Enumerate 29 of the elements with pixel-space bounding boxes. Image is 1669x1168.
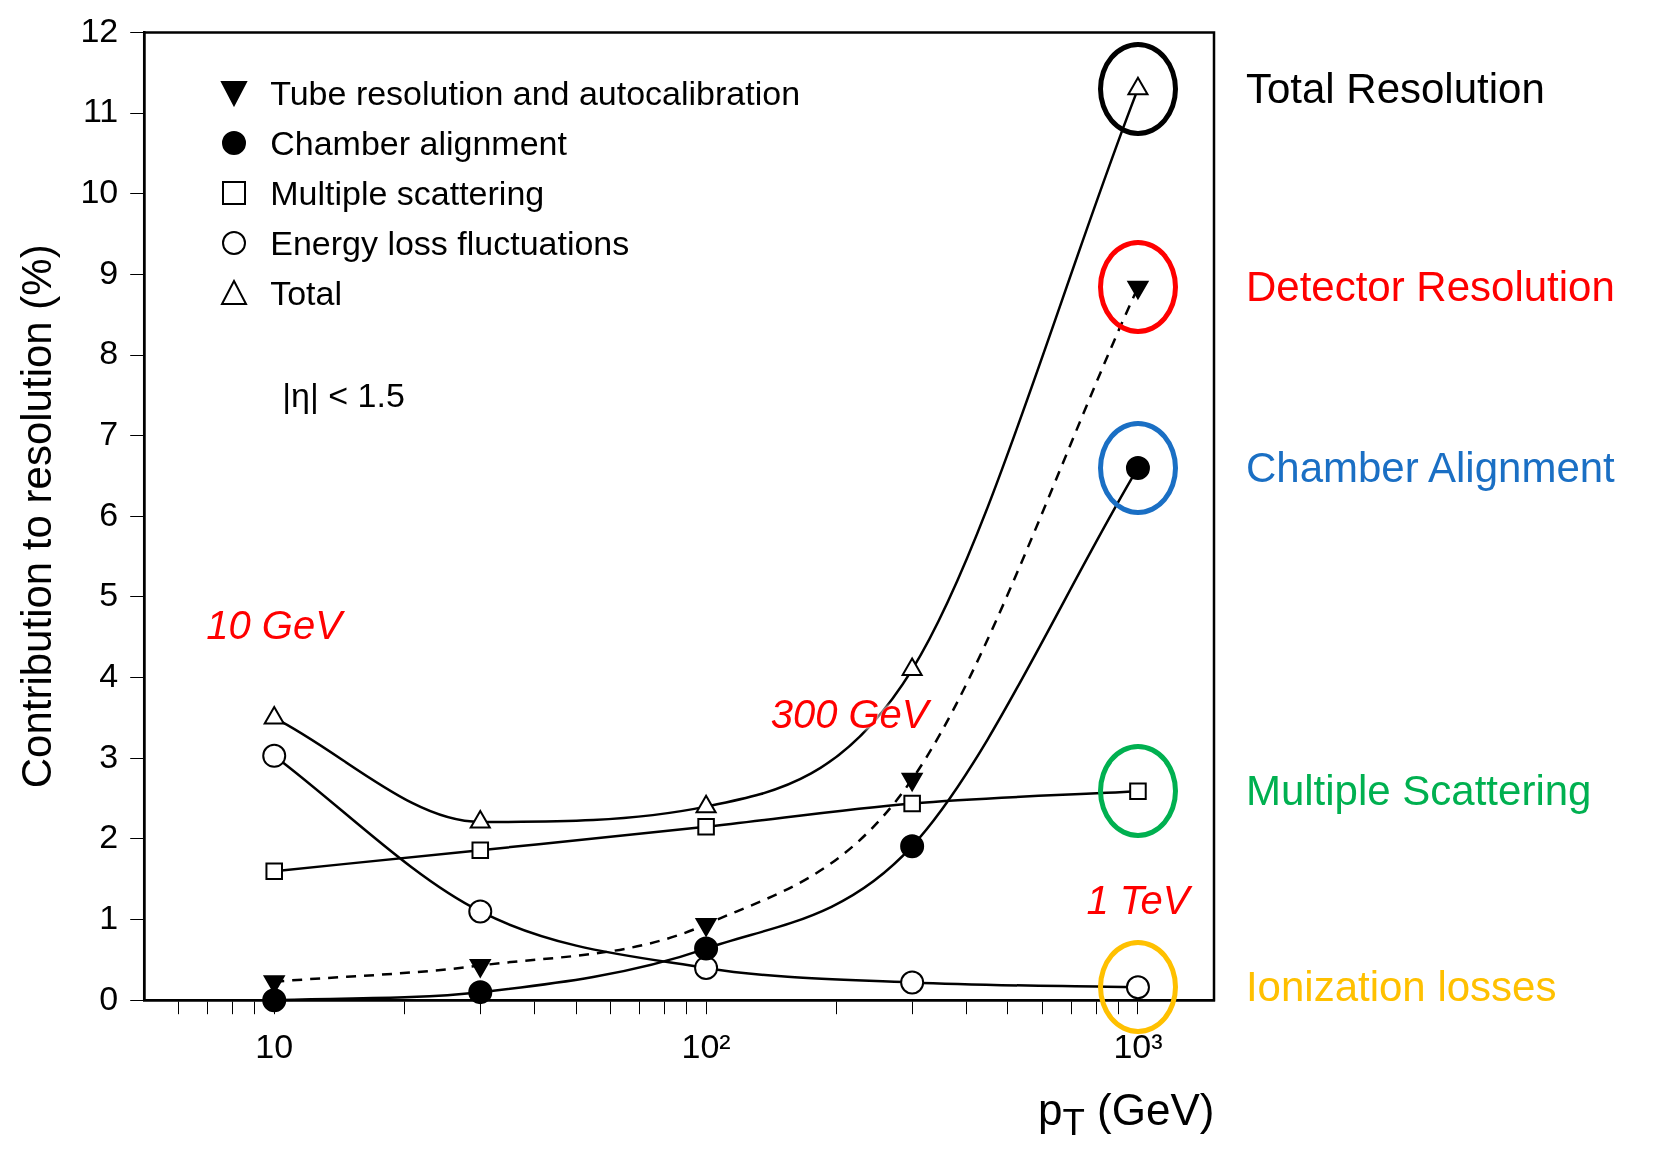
y-tick-label: 12 — [80, 10, 119, 49]
legend-label: Chamber alignment — [270, 123, 567, 163]
y-tick-label: 8 — [99, 333, 119, 372]
y-tick-label: 10 — [80, 172, 119, 211]
y-tick-label: 9 — [99, 252, 119, 291]
y-tick-label: 0 — [99, 978, 119, 1017]
legend-label: Tube resolution and autocalibration — [270, 73, 801, 113]
y-tick-label: 5 — [99, 575, 119, 614]
y-axis-title: Contribution to resolution (%) — [12, 244, 60, 789]
y-tick-label: 7 — [99, 414, 119, 453]
text: Ionization losses — [1245, 963, 1557, 1011]
annotation: |η| < 1.5 — [282, 376, 405, 415]
legend-label: Energy loss fluctuations — [270, 223, 630, 263]
text: Multiple Scattering — [1245, 767, 1592, 815]
legend-label: Multiple scattering — [270, 173, 545, 213]
text: Chamber Alignment — [1245, 443, 1615, 491]
text: Detector Resolution — [1245, 263, 1615, 311]
y-tick-label: 6 — [99, 494, 119, 533]
legend-label: Total — [270, 273, 343, 313]
y-tick-label: 2 — [99, 817, 119, 856]
x-tick-label: 10² — [681, 1026, 731, 1065]
text: Total Resolution — [1245, 64, 1545, 112]
x-tick-label: 10³ — [1113, 1026, 1163, 1065]
y-tick-label: 1 — [99, 897, 119, 936]
y-tick-label: 3 — [99, 736, 119, 775]
y-tick-label: 11 — [82, 91, 119, 130]
y-tick-label: 4 — [99, 655, 119, 694]
x-axis-title: p$_{T}$ (GeV) — [1038, 1085, 1215, 1143]
x-tick-label: 10 — [255, 1026, 294, 1065]
